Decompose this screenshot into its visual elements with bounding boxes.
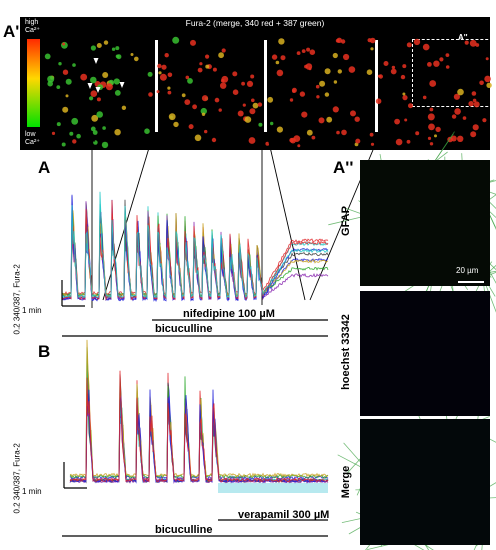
micrograph-gfap: [360, 160, 490, 286]
colorbar: [27, 39, 40, 127]
b-scale-x-label: 1 min: [22, 487, 42, 496]
separator-3: [375, 40, 378, 132]
panel-label-a-prime: A': [3, 22, 20, 41]
a-scale-y-label: 0.2 340/387, Fura-2: [12, 264, 22, 335]
a-drug1-label: nifedipine 100 µM: [183, 308, 275, 320]
panel-a-traces: [61, 191, 329, 302]
a-scale-x-label: 1 min: [22, 306, 42, 315]
panel-label-b: B: [38, 342, 51, 361]
scalebar-label: 20 µm: [456, 266, 479, 275]
inset-box: [412, 39, 496, 107]
micrograph-merge: [360, 419, 490, 545]
separator-2: [264, 40, 267, 132]
scalebar: [458, 281, 484, 283]
fura-cells: [44, 36, 492, 149]
b-drug1-label: verapamil 300 µM: [238, 509, 330, 521]
bars: [61, 280, 328, 537]
verapamil-trace-band: [218, 483, 328, 493]
colorbar-low-label: low Ca²⁺: [25, 131, 40, 146]
panel-label-a: A: [38, 158, 51, 177]
colorbar-high-label: high Ca²⁺: [25, 19, 40, 34]
a-drug2-label: bicuculline: [155, 323, 213, 335]
panel-b-traces: [69, 339, 329, 485]
strip-title: Fura-2 (merge, 340 red + 387 green): [185, 18, 325, 28]
row-label-merge: Merge: [340, 465, 352, 499]
separator-1: [155, 40, 158, 132]
micrograph-hoechst: [360, 291, 490, 416]
row-label-gfap: GFAP: [340, 206, 352, 236]
panel-label-a-double-prime: A'': [333, 158, 354, 177]
b-scale-y-label: 0.2 340/387, Fura-2: [12, 443, 22, 514]
row-label-hoechst: hoechst 33342: [340, 314, 352, 390]
b-drug2-label: bicuculline: [155, 524, 213, 536]
inset-label: A'': [458, 33, 468, 42]
